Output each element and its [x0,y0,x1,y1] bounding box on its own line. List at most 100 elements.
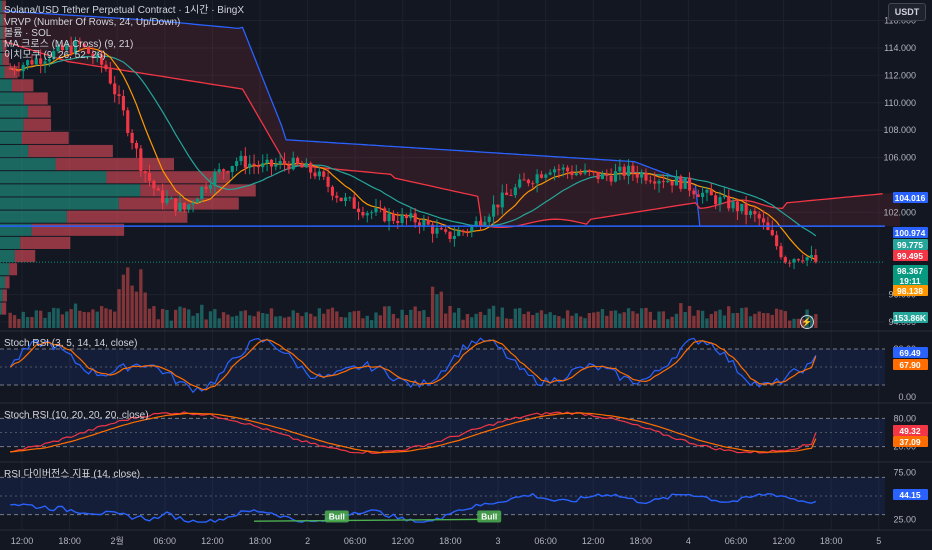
volume-profile-down-bar [2,289,7,302]
candle-body [792,259,796,263]
candle-body [557,169,561,171]
volume-bar [278,316,282,328]
volume-bar [178,306,182,328]
volume-bar [265,313,269,328]
volume-profile-down-bar [21,131,69,144]
volume-bar [705,318,709,328]
volume-profile-down-bar [23,92,48,105]
price-pane[interactable]: Solana/USD Tether Perpetual Contract · 1… [0,0,901,329]
price-badge-label: 19:11 [899,276,921,286]
candle-body [335,195,339,198]
volume-bar [491,305,496,328]
candle-body [753,211,757,215]
volume-profile-down-bar [4,66,18,79]
volume-profile-up-bar [0,131,22,144]
candle-body [100,54,104,65]
volume-bar [648,311,653,328]
candle-body [552,169,557,173]
time-tick-label: 2 [305,536,310,546]
candle-body [539,174,544,178]
candle-body [365,213,369,216]
volume-bar [73,303,78,328]
volume-bar [34,310,38,328]
volume-bar [522,314,526,328]
volume-bar [461,319,465,328]
candle-body [505,192,509,195]
candle-body [714,195,718,205]
candle-body [178,202,182,211]
currency-button[interactable]: USDT [888,3,926,21]
candle-body [574,173,578,176]
volume-bar [396,318,400,328]
volume-bar [187,309,191,328]
lightning-icon[interactable]: ⚡ [800,315,814,329]
oscillator-title: RSI 다이버전스 지표 (14, close) [4,468,140,480]
candle-body [26,60,30,66]
time-tick-label: 18:00 [439,536,462,546]
ichimoku-span-a-line [2,40,883,229]
volume-bar [626,308,631,328]
candle-body [579,173,583,175]
indicator-legend-line: 이치모쿠 (9, 26, 52, 26) [4,49,106,61]
volume-bar [95,311,99,328]
time-axis[interactable]: 12:00 18:00 2월 06:00 12:00 18:00 2 06:00 12:00 18… [11,535,882,546]
indicator-legend-line: VRVP (Number Of Rows, 24, Up/Down) [4,17,180,28]
candle-body [761,218,766,223]
candle-body [422,220,426,226]
volume-bar [561,318,565,328]
candle-body [448,231,452,239]
volume-profile-up-bar [0,197,119,210]
candle-body [204,186,208,189]
candle-body [757,214,761,219]
volume-bar [400,309,404,328]
candle-body [8,68,12,70]
volume-bar [657,311,661,328]
volume-bar [592,312,596,328]
volume-bar [343,317,348,328]
price-badge [893,285,928,296]
candle-body [622,166,626,176]
stoch-rsi-2-pane[interactable]: Stoch RSI (10, 20, 20, 20, close) [0,410,885,454]
volume-bar [160,308,165,328]
volume-bar [639,308,644,328]
time-tick-label: 12:00 [11,536,34,546]
candle-body [12,68,17,71]
price-badge-label: 98.138 [897,286,923,296]
candle-body [570,171,574,176]
time-tick-label: 12:00 [201,536,224,546]
volume-bar [448,305,452,328]
volume-bar [552,315,557,328]
price-badge [893,250,928,261]
candle-body [500,192,504,208]
volume-bar [587,312,592,328]
candle-body [457,230,461,236]
candle-body [613,171,618,182]
volume-bar [204,319,208,328]
rsi-divergence-pane[interactable]: RSI 다이버전스 지표 (14, close) Bull Bull [0,468,885,523]
candle-body [383,208,387,222]
candle-body [256,165,260,168]
candle-body [317,171,321,177]
volume-bar [291,310,295,328]
volume-bar [783,311,788,328]
candle-body [243,155,247,168]
candle-body [252,163,256,166]
volume-bar [82,311,86,328]
volume-bar [208,311,213,328]
candle-body [701,192,705,197]
volume-profile-up-bar [0,144,29,158]
volume-bar [618,313,622,328]
volume-bar [139,269,143,328]
price-axis[interactable]: 116.000114.000112.000110.000108.000106.0… [883,16,928,525]
oscillator-tick-label: 0.00 [898,392,916,402]
price-badge-label: 100.974 [895,228,926,238]
volume-profile-down-bar [66,210,188,223]
candle-body [674,176,679,186]
volume-bar [605,315,609,328]
volume-bar [169,320,173,328]
candle-body [513,187,517,196]
stoch-rsi-1-pane[interactable]: Stoch RSI (3, 5, 14, 14, close) [0,337,885,394]
volume-profile-down-bar [27,105,51,118]
candle-body [378,207,382,209]
